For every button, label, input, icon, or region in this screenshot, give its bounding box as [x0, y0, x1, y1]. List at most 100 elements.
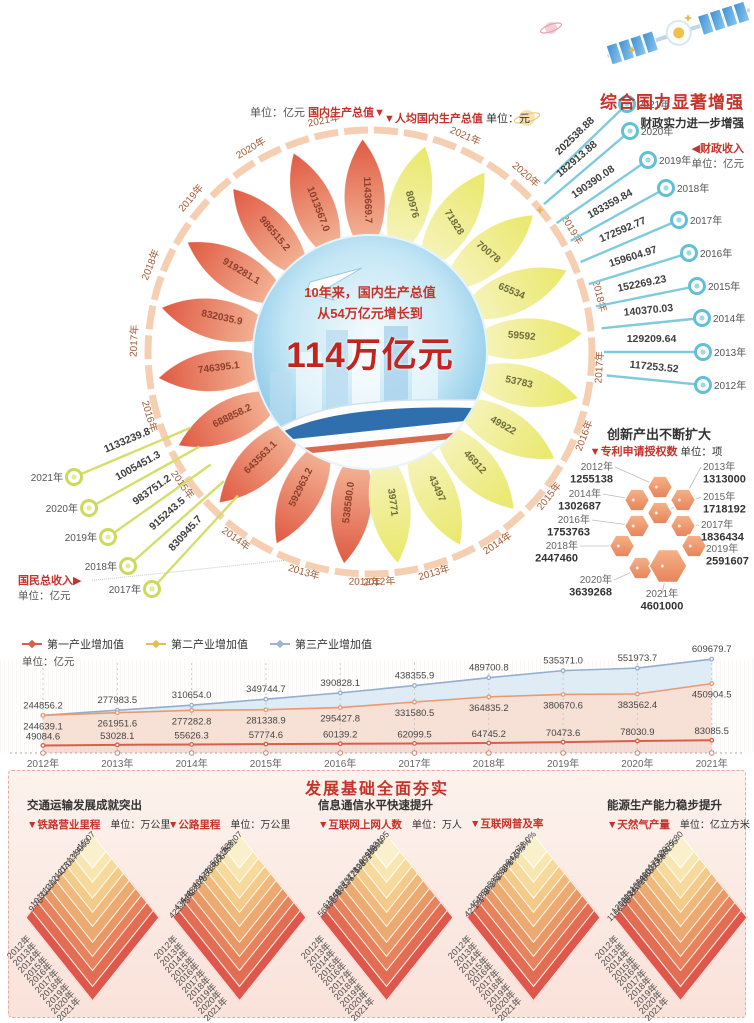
center-headline: 10年来，国内生产总值 从54万亿元增长到 114万亿元 — [280, 282, 460, 378]
legend-item-1: 第二产业增加值 — [146, 636, 248, 652]
tertiary-value: 277983.5 — [97, 695, 137, 706]
fiscal-item-2015年: 2015年 152269.23 — [595, 273, 740, 308]
tertiary-value: 551973.7 — [618, 653, 658, 664]
year-ring — [144, 126, 596, 578]
gdp-petal-2013年 — [274, 436, 332, 545]
strength-title: 综合国力显著增强 — [600, 93, 744, 112]
tertiary-value: 390828.1 — [320, 678, 360, 689]
secondary-value: 450904.5 — [692, 690, 732, 701]
percap-petal-2015年 — [451, 398, 556, 460]
headline-value: 114万亿元 — [286, 336, 454, 375]
fiscal-item-2014年: 2014年 140370.03 — [601, 302, 745, 330]
patent-hex-2019年 — [680, 534, 708, 558]
industry-year: 2012年 — [27, 757, 59, 770]
center-illustration — [252, 234, 488, 470]
headline-line1: 10年来，国内生产总值 — [304, 285, 436, 300]
industry-year: 2014年 — [175, 757, 207, 770]
legend-item-0: 第一产业增加值 — [22, 636, 124, 652]
gni-unit-label: 单位：亿元 — [18, 590, 71, 602]
percap-petal-2021年 — [386, 145, 433, 261]
sparkle-icon — [628, 46, 636, 54]
fiscal-item-2012年: 2012年 117253.52 — [606, 359, 746, 394]
primary-value: 62099.5 — [397, 729, 431, 740]
fiscal-year: 2017年 — [690, 214, 722, 227]
patent-hex-2015年 — [646, 501, 674, 525]
percap-petal-2012年-value: 39771 — [385, 488, 400, 517]
secondary-value: 277282.8 — [172, 716, 212, 727]
industry-unit-label: 单位：亿元 — [22, 656, 75, 668]
patents-series-label: ▼专利申请授权数 — [589, 446, 678, 458]
patent-year: 2015年 — [703, 490, 735, 503]
gdp-series-label: 国内生产总值 — [308, 107, 375, 119]
primary-value: 70473.6 — [546, 728, 580, 739]
industry-year: 2015年 — [250, 757, 282, 770]
legend-label: 第一产业增加值 — [47, 639, 124, 651]
patent-value: 3639268 — [569, 587, 612, 599]
primary-value: 53028.1 — [100, 731, 134, 742]
percap-petal-2017年 — [464, 317, 583, 360]
gdp-petal-2017年 — [160, 297, 278, 343]
patent-hex-2013年 — [669, 488, 697, 512]
ring-year-gdp-0: 2012年 — [363, 574, 396, 588]
headline-line2: 从54万亿元增长到 — [317, 306, 423, 321]
patent-year: 2018年 — [546, 539, 578, 552]
gdp-petal-2012年-value: 538580.0 — [341, 481, 357, 524]
patent-year: 2014年 — [569, 487, 601, 500]
percap-petal-2019年 — [442, 214, 534, 292]
primary-value: 57774.6 — [249, 730, 283, 741]
down-arrow-icon: ▼ — [374, 107, 385, 119]
patents-unit-label: 单位：项 — [680, 446, 723, 458]
percap-series-label: 人均国内生产总值 — [394, 113, 483, 125]
patent-hex-2014年 — [623, 488, 651, 512]
fiscal-year: 2014年 — [713, 312, 745, 325]
percap-petal-2017年-value: 59592 — [507, 330, 536, 343]
secondary-value: 281338.9 — [246, 716, 286, 727]
percap-petal-2020年 — [419, 171, 485, 273]
tertiary-value: 310654.0 — [172, 690, 212, 701]
gni-year: 2019年 — [65, 531, 97, 544]
percap-petal-2014年 — [433, 421, 515, 510]
legend-item-2: 第三产业增加值 — [270, 636, 372, 652]
patents-sub: ▼专利申请授权数 单位：项 — [560, 443, 752, 459]
strength-subtitle: 财政实力进一步增强 — [640, 118, 745, 130]
patent-value: 2447460 — [535, 553, 578, 565]
percap-petal-2013年 — [406, 437, 463, 546]
gni-value: 1133239.8 — [102, 425, 152, 455]
secondary-value: 380670.6 — [543, 700, 583, 711]
patent-year: 2012年 — [581, 460, 613, 473]
percap-petal-2012年 — [368, 445, 412, 564]
industry-year: 2017年 — [398, 757, 430, 770]
industry-year: 2019年 — [547, 757, 579, 770]
tertiary-value: 609679.7 — [692, 644, 732, 655]
percap-petal-2016年 — [462, 362, 579, 408]
percap-petal-2018年 — [457, 267, 568, 320]
gni-value: 1005451.3 — [113, 449, 162, 484]
patent-hex-2018年 — [608, 534, 636, 558]
fiscal-value: 172592.77 — [598, 215, 649, 246]
legend-marker-icon — [270, 639, 290, 648]
fiscal-year: 2015年 — [708, 280, 740, 293]
secondary-value: 383562.4 — [618, 700, 658, 711]
patent-year: 2013年 — [703, 460, 735, 473]
legend-marker-icon — [22, 639, 42, 648]
patent-year: 2021年 — [646, 587, 678, 600]
planet-icon — [539, 22, 563, 34]
sparkle-icon — [536, 206, 544, 214]
percap-header: ▼人均国内生产总值 单位：元 — [384, 110, 530, 126]
primary-value: 49084.6 — [26, 731, 60, 742]
gni-year: 2017年 — [109, 583, 141, 596]
planet-icon — [513, 110, 541, 126]
gdp-petal-2016年 — [157, 349, 277, 392]
gdp-header: 单位：亿元 国内生产总值▼ — [250, 104, 385, 120]
industry-year: 2021年 — [696, 757, 728, 770]
secondary-value: 331580.5 — [395, 708, 435, 719]
fiscal-year: 2021年 — [638, 98, 670, 111]
gdp-petal-2015年 — [177, 390, 286, 448]
tertiary-value: 535371.0 — [543, 656, 583, 667]
industry-year: 2018年 — [473, 757, 505, 770]
patent-value: 1753763 — [547, 527, 590, 539]
patent-value: 1718192 — [703, 504, 746, 516]
percap-unit-label: 单位：元 — [485, 113, 530, 125]
sparkle-icon — [684, 14, 692, 22]
gni-value: 915243.5 — [147, 495, 188, 533]
